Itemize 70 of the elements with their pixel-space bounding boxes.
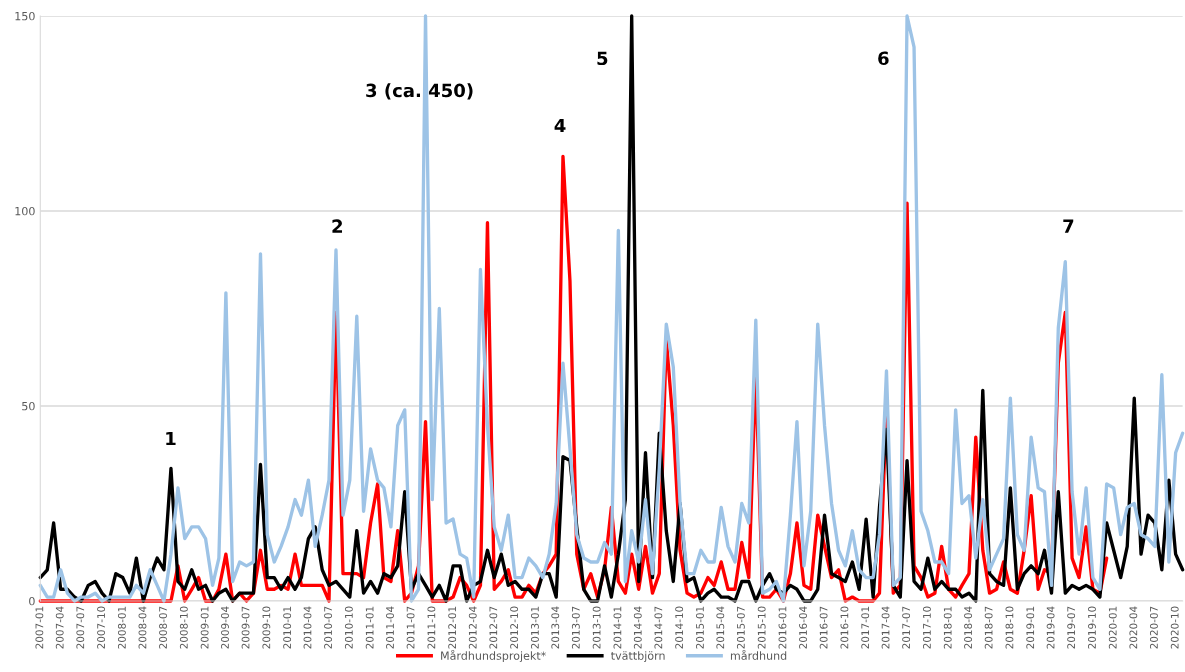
x-tick-label: 2020-01 <box>1108 606 1117 649</box>
x-tick-label: 2019-07 <box>1067 606 1076 649</box>
x-tick-label: 2009-10 <box>262 606 271 649</box>
x-tick-label: 2011-07 <box>406 606 415 649</box>
x-tick-label: 2010-10 <box>344 606 353 649</box>
x-tick-label: 2014-01 <box>613 606 622 649</box>
x-tick-label: 2013-10 <box>592 606 601 649</box>
x-tick-label: 2020-07 <box>1149 606 1158 649</box>
x-tick-label: 2013-07 <box>571 606 580 649</box>
annotation: 3 (ca. 450) <box>366 83 473 100</box>
x-tick-label: 2009-01 <box>200 606 209 649</box>
y-tick-label: 100 <box>15 206 35 216</box>
x-tick-label: 2017-04 <box>881 606 890 649</box>
x-tick-label: 2020-10 <box>1170 606 1179 649</box>
y-tick-label: 0 <box>29 596 35 606</box>
x-tick-label: 2007-04 <box>55 606 64 649</box>
x-tick-label: 2011-01 <box>365 606 374 649</box>
x-tick-label: 2015-04 <box>716 606 725 649</box>
x-tick-label: 2012-07 <box>489 606 498 649</box>
x-tick-label: 2016-04 <box>799 606 807 649</box>
x-tick-label: 2007-10 <box>97 606 106 649</box>
x-tick-label: 2013-01 <box>530 606 539 649</box>
x-tick-label: 2015-07 <box>736 606 745 649</box>
x-tick-label: 2007-01 <box>35 606 44 649</box>
x-tick-label: 2011-04 <box>386 606 394 649</box>
x-tick-label: 2012-01 <box>448 606 457 649</box>
x-tick-label: 2012-10 <box>510 606 519 649</box>
x-tick-label: 2018-10 <box>1005 606 1014 649</box>
x-tick-label: 2008-07 <box>159 606 167 649</box>
annotation: 6 <box>878 51 889 66</box>
x-tick-label: 2016-10 <box>840 606 849 649</box>
x-tick-label: 2007-07 <box>76 606 85 649</box>
legend-label: tvättbjörn <box>611 651 665 662</box>
x-tick-label: 2017-01 <box>861 606 870 649</box>
x-tick-label: 2018-07 <box>984 606 993 649</box>
y-tick-label: 50 <box>22 401 35 411</box>
x-tick-label: 2017-07 <box>902 606 911 649</box>
x-tick-label: 2014-04 <box>633 606 642 649</box>
x-tick-label: 2019-04 <box>1046 606 1055 649</box>
x-tick-label: 2015-10 <box>757 606 766 649</box>
x-tick-label: 2008-10 <box>179 606 188 649</box>
x-tick-label: 2019-01 <box>1026 606 1035 649</box>
x-tick-label: 2011-10 <box>427 606 436 649</box>
x-tick-label: 2013-04 <box>551 606 560 649</box>
legend-label: Mårdhundsprojekt* <box>441 649 546 662</box>
x-tick-label: 2017-10 <box>922 606 931 649</box>
x-tick-label: 2014-07 <box>654 606 663 649</box>
annotation: 4 <box>554 118 566 133</box>
x-tick-label: 2016-01 <box>778 606 787 649</box>
legend-label: mårdhund <box>730 649 787 660</box>
annotation: 5 <box>597 51 608 66</box>
x-tick-label: 2010-01 <box>283 606 292 649</box>
x-tick-label: 2019-10 <box>1088 606 1096 649</box>
x-tick-label: 2016-07 <box>819 606 828 649</box>
x-tick-label: 2008-01 <box>117 606 126 649</box>
annotation: 2 <box>332 219 343 233</box>
x-tick-label: 2015-01 <box>696 606 704 649</box>
x-tick-label: 2010-07 <box>324 606 333 649</box>
y-tick-label: 150 <box>15 11 35 21</box>
x-tick-label: 2009-07 <box>241 606 250 649</box>
x-tick-label: 2018-04 <box>964 606 973 649</box>
x-tick-label: 2018-01 <box>943 606 952 649</box>
x-tick-label: 2014-10 <box>675 606 684 649</box>
x-tick-label: 2009-04 <box>221 606 229 649</box>
annotation: 7 <box>1063 219 1074 233</box>
x-tick-label: 2020-04 <box>1129 606 1138 649</box>
x-tick-label: 2010-04 <box>303 606 312 649</box>
x-tick-label: 2012-04 <box>468 606 477 649</box>
x-tick-label: 2008-04 <box>138 606 147 649</box>
annotation: 1 <box>166 431 176 446</box>
